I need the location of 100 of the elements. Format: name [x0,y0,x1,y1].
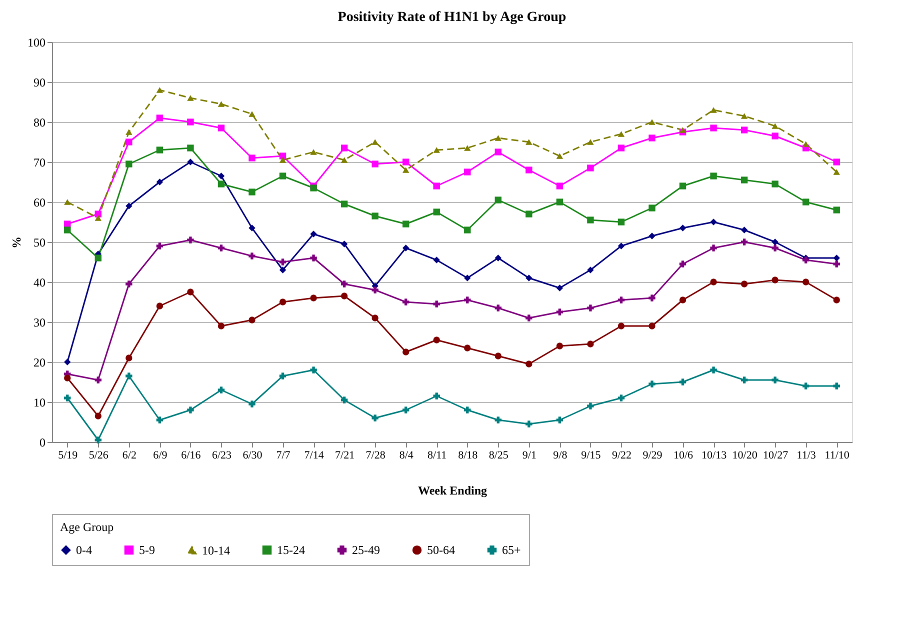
point [340,292,348,300]
point [156,178,164,186]
y-tick-label: 30 [34,316,46,330]
point [310,149,317,155]
point [126,372,132,380]
point [372,160,378,168]
point [802,198,810,206]
point [464,168,471,176]
x-tick-label: 10/13 [702,450,728,462]
point [156,87,164,93]
point [248,316,256,324]
point [648,294,656,302]
point [402,406,410,414]
x-tick-label: 7/14 [304,450,324,462]
x-tick-label: 6/9 [153,450,168,462]
y-tick-label: 20 [34,356,46,370]
point [218,180,225,188]
point [740,226,748,234]
point [618,394,625,402]
point [802,278,810,286]
point [618,144,625,152]
point [64,226,71,234]
point [587,266,594,274]
point [187,288,194,296]
point [679,182,686,190]
point [526,210,532,218]
point [526,274,532,282]
y-tick-label: 10 [34,396,46,410]
chart-title: Positivity Rate of H1N1 by Age Group [338,10,566,25]
point [802,141,810,147]
point [772,276,778,284]
point [802,382,810,390]
point [679,378,686,386]
point [64,394,71,402]
point [187,236,194,244]
legend-label: 5-9 [139,543,155,558]
point [248,154,256,162]
point [740,126,748,134]
point [556,308,564,316]
point [710,218,717,226]
x-tick-label: 10/27 [763,450,789,462]
y-tick-label: 60 [34,196,46,210]
point [679,260,686,268]
point [248,224,256,232]
point [402,348,410,356]
point [740,176,748,184]
point [618,218,625,226]
point [433,336,440,344]
point [156,302,164,310]
point [340,240,348,248]
point [433,256,440,264]
point [618,322,625,330]
point [279,266,286,274]
x-tick-label: 6/23 [212,450,232,462]
point [310,230,317,238]
point [310,294,317,302]
point [710,278,717,286]
x-tick-label: 9/29 [642,450,663,462]
x-tick-label: 5/19 [58,450,78,462]
point [187,406,194,414]
point [772,244,778,252]
point [494,304,502,312]
point [372,286,378,294]
point [94,376,102,384]
x-tick-label: 8/11 [428,450,447,462]
point [402,298,410,306]
point [618,242,625,250]
point [433,300,440,308]
point [679,127,686,133]
point [494,352,502,360]
y-tick-label: 0 [40,436,46,450]
point [372,314,378,322]
point [340,144,348,152]
point [372,139,378,145]
point [156,416,164,424]
x-tick-label: 11/3 [796,450,816,462]
point [372,414,378,422]
y-tick-label: 80 [34,116,46,130]
point [710,107,717,113]
point [526,166,532,174]
point [464,296,471,304]
point [587,340,594,348]
legend-label: 10-14 [202,543,230,558]
legend-label: 15-24 [277,543,305,558]
point [187,95,194,101]
point [402,158,410,166]
y-tick-label: 70 [34,156,46,170]
point [772,238,778,246]
legend-label: 0-4 [76,543,92,558]
point [433,392,440,400]
point [740,376,748,384]
point [679,296,686,304]
point [94,254,102,262]
point [710,366,717,374]
point [156,146,164,154]
point [279,258,286,266]
point [740,280,748,288]
point [156,242,164,250]
point [648,119,656,125]
x-tick-label: 5/26 [88,450,109,462]
